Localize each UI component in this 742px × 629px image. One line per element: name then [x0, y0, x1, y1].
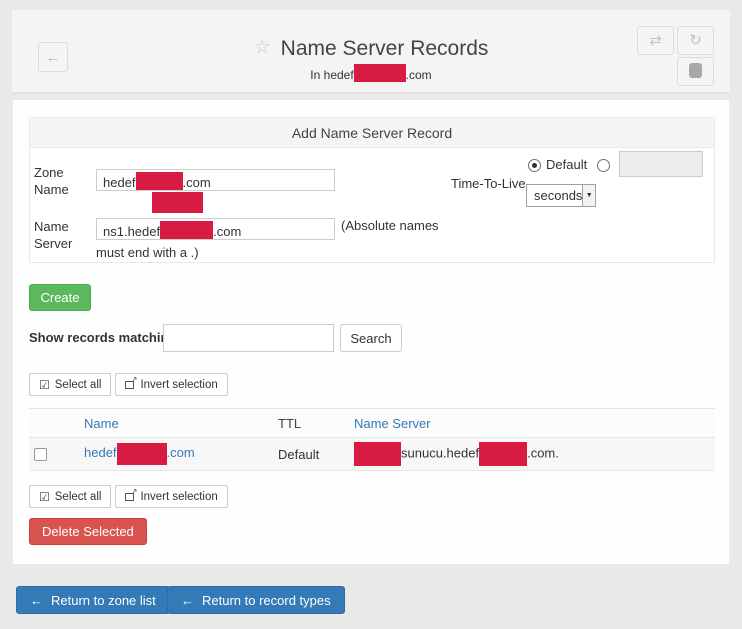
checked-checkbox-icon: ☑ [39, 377, 50, 392]
invert-selection-label: Invert selection [140, 490, 218, 503]
name-server-value-prefix: ns1.hedef [103, 224, 161, 239]
invert-selection-icon: ↗ [125, 375, 137, 389]
row-checkbox[interactable] [34, 447, 47, 461]
ttl-default-radio[interactable] [528, 159, 541, 172]
selection-toolbar-top: ☑ Select all ↗ Invert selection [29, 373, 228, 396]
selection-toolbar-bottom: ☑ Select all ↗ Invert selection [29, 485, 228, 508]
left-arrow-icon: ← [30, 592, 43, 608]
return-to-zone-list-label: Return to zone list [51, 592, 156, 608]
zone-name-label: Zone Name [34, 165, 69, 197]
search-label: Show records matching: [29, 330, 181, 345]
page-header: ← ☆ Name Server Records In hedef .com ⇄ ↻ [12, 10, 730, 94]
invert-selection-button[interactable]: ↗ Invert selection [115, 485, 228, 508]
add-record-panel: Add Name Server Record Zone Name hedef .c… [29, 117, 715, 263]
redaction-box [152, 192, 203, 213]
repeat-icon: ⇄ [649, 32, 662, 49]
ttl-custom-input[interactable] [619, 151, 703, 177]
redaction-box [160, 221, 214, 239]
return-to-record-types-button[interactable]: ← Return to record types [167, 586, 345, 614]
record-name-server-value: sunucu.hedef .com. [354, 442, 715, 466]
search-input[interactable] [163, 324, 334, 352]
zone-name-value-prefix: hedef [103, 175, 136, 190]
zone-name-value-suffix: .com [182, 175, 211, 190]
chevron-down-icon: ▼ [585, 192, 593, 199]
stop-icon [689, 63, 702, 78]
subtitle-prefix: In hedef [310, 68, 354, 82]
select-all-button[interactable]: ☑ Select all [29, 485, 112, 508]
add-record-form: Zone Name hedef .com Name Server ns1.hede… [30, 148, 714, 262]
main-content-panel: Add Name Server Record Zone Name hedef .c… [12, 99, 730, 565]
ttl-unit-selected-value: seconds [534, 188, 583, 203]
absolute-name-hint-line2: must end with a .) [96, 245, 199, 260]
redaction-box [135, 172, 183, 190]
return-to-zone-list-button[interactable]: ← Return to zone list [16, 586, 170, 614]
redaction-box [479, 442, 528, 466]
redaction-box [116, 443, 167, 465]
select-all-label: Select all [54, 378, 102, 391]
column-header-name[interactable]: Name [84, 415, 119, 431]
redaction-box [353, 64, 406, 82]
refresh-icon: ↻ [689, 32, 702, 49]
ttl-default-radio-label[interactable]: Default [546, 157, 588, 172]
name-server-input[interactable]: ns1.hedef .com [96, 218, 335, 240]
name-server-value-suffix: .com [213, 224, 242, 239]
back-button[interactable]: ← [38, 42, 68, 72]
table-header-row: Name TTL Name Server [29, 408, 715, 438]
invert-selection-button[interactable]: ↗ Invert selection [115, 373, 228, 396]
page-title: Name Server Records [280, 37, 489, 60]
select-all-button[interactable]: ☑ Select all [29, 373, 112, 396]
invert-selection-label: Invert selection [140, 378, 218, 391]
header-title-block: ☆ Name Server Records In hedef .com [12, 36, 730, 82]
record-name-link[interactable]: hedef .com [84, 443, 195, 465]
refresh-button[interactable]: ↻ [677, 26, 714, 55]
absolute-name-hint-line1: (Absolute names [341, 218, 439, 233]
ttl-label: Time-To-Live [451, 176, 526, 191]
name-server-field: ns1.hedef .com (Absolute names must end w… [96, 218, 448, 260]
create-button[interactable]: Create [29, 284, 91, 311]
name-server-label: Name Server [34, 219, 73, 251]
ttl-custom-radio[interactable] [597, 159, 610, 172]
checked-checkbox-icon: ☑ [39, 489, 50, 504]
reload-module-button[interactable]: ⇄ [637, 26, 674, 55]
record-ttl-value: Default [278, 446, 320, 462]
return-to-record-types-label: Return to record types [202, 592, 331, 608]
favorite-star-icon[interactable]: ☆ [253, 37, 271, 58]
search-button[interactable]: Search [340, 324, 402, 352]
column-header-name-server[interactable]: Name Server [354, 415, 431, 431]
stop-button[interactable] [677, 57, 714, 86]
back-arrow-icon: ← [45, 48, 61, 66]
column-header-ttl: TTL [278, 415, 302, 431]
select-all-label: Select all [54, 490, 102, 503]
delete-selected-button[interactable]: Delete Selected [29, 518, 147, 545]
table-row: hedef .com Default sunucu.hedef .com. [29, 438, 715, 471]
page-subtitle: In hedef .com [12, 64, 730, 82]
invert-selection-icon: ↗ [125, 487, 137, 501]
subtitle-suffix: .com [405, 68, 432, 82]
zone-name-input[interactable]: hedef .com [96, 169, 335, 191]
ttl-unit-select[interactable]: seconds ▼ [526, 184, 596, 207]
records-table: Name TTL Name Server hedef .com Default s… [29, 408, 715, 471]
add-record-panel-title: Add Name Server Record [30, 118, 714, 148]
left-arrow-icon: ← [181, 592, 194, 608]
redaction-box [354, 442, 401, 466]
